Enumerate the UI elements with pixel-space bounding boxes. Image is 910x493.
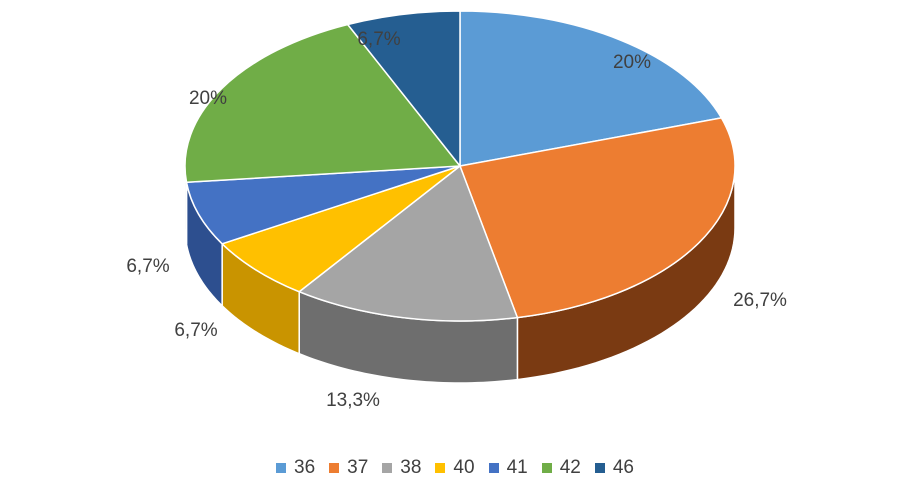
legend-swatch-38 — [382, 463, 393, 473]
legend-swatch-36 — [276, 463, 286, 473]
pie-slice-37 — [459, 117, 736, 319]
pie-slice-46 — [346, 10, 461, 167]
legend-swatch-42 — [541, 463, 552, 473]
data-label-42: 20% — [189, 88, 227, 109]
legend-swatch-46 — [594, 463, 605, 473]
pie-slices — [184, 10, 736, 322]
legend-label-36: 36 — [294, 457, 316, 478]
legend-item-38: 38 — [382, 457, 421, 479]
pie-slice-36 — [459, 10, 723, 167]
legend-item-46: 46 — [594, 457, 634, 479]
pie-data-labels: 20% 26,7% 13,3% 6,7% 6,7% 20% 6,7% — [126, 29, 787, 411]
pie-slice-40 — [221, 165, 461, 293]
legend-label-37: 37 — [347, 457, 369, 478]
data-label-46: 6,7% — [357, 29, 400, 50]
legend-swatch-40 — [435, 463, 446, 473]
legend-item-40: 40 — [435, 457, 475, 479]
pie-slice-42 — [184, 23, 461, 184]
legend-label-38: 38 — [400, 457, 422, 478]
data-label-37: 26,7% — [733, 290, 787, 311]
pie-slice-41 — [185, 165, 461, 245]
legend-swatch-37 — [329, 463, 340, 473]
pie-slice-38 — [298, 165, 519, 322]
pie-sides — [184, 165, 736, 384]
chart-legend: 36 37 38 40 41 42 46 — [0, 457, 910, 479]
data-label-36: 20% — [613, 52, 651, 73]
data-label-40: 6,7% — [174, 320, 217, 341]
pie-chart-plot: 20% 26,7% 13,3% 6,7% 6,7% 20% 6,7% — [126, 10, 787, 411]
legend-swatch-41 — [488, 463, 499, 473]
legend-item-42: 42 — [541, 457, 581, 479]
legend-label-40: 40 — [453, 457, 475, 478]
legend-label-41: 41 — [506, 457, 528, 478]
legend-item-37: 37 — [329, 457, 368, 479]
legend-label-42: 42 — [559, 457, 581, 478]
legend-item-36: 36 — [276, 457, 315, 479]
legend-label-46: 46 — [612, 457, 634, 478]
data-label-41: 6,7% — [126, 256, 169, 277]
data-label-38: 13,3% — [326, 390, 380, 411]
legend-item-41: 41 — [488, 457, 528, 479]
